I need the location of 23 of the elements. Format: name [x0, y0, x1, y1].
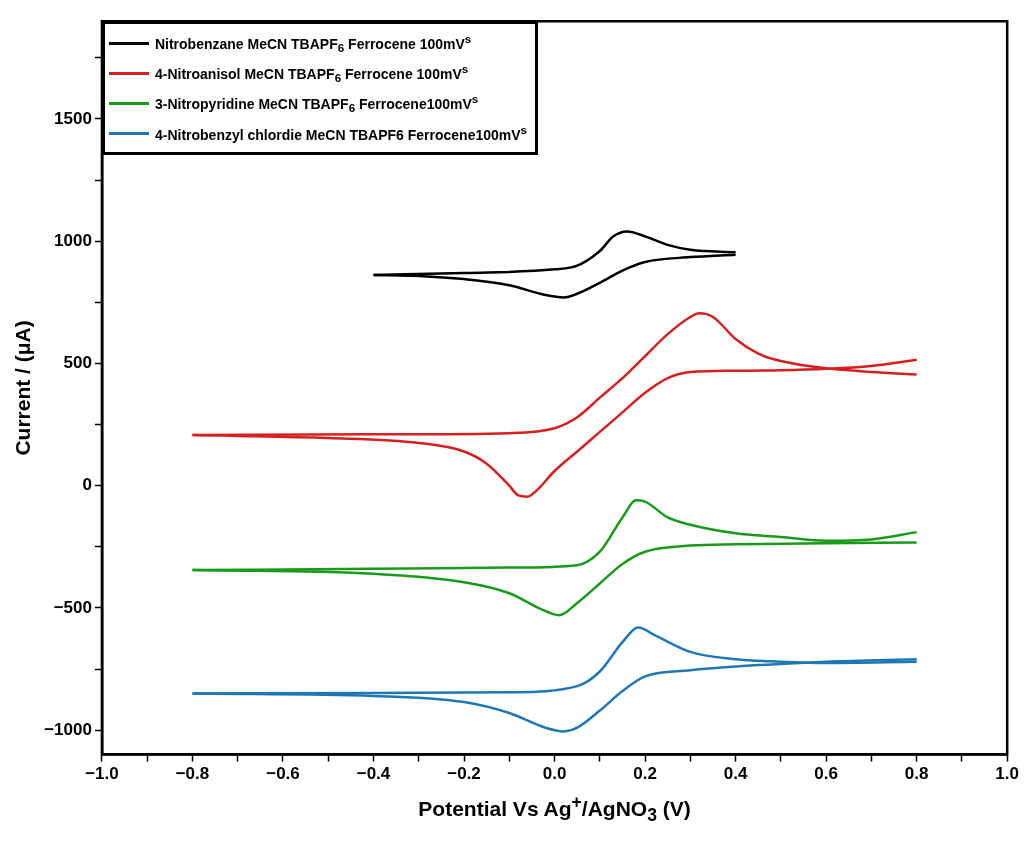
y-axis-title: Current / (μA)	[11, 320, 35, 456]
x-tick-label: 0.0	[542, 764, 567, 784]
y-tick-label: −1000	[44, 719, 92, 739]
y-tick-label: 500	[63, 353, 92, 373]
legend-label: Nitrobenzane MeCN TBAPF$_{6}$ Ferrocene 100mV$^{s}$	[154, 31, 472, 55]
x-tick-label: −0.4	[356, 764, 391, 784]
x-tick-label: 0.2	[633, 764, 657, 784]
x-tick-label: −0.2	[447, 764, 481, 784]
x-axis-title: Potential Vs Ag$^{+}$/AgNO$_{3}$ (V)	[417, 792, 692, 827]
y-tick-label: −500	[53, 597, 92, 617]
x-tick-label: −0.6	[266, 764, 300, 784]
x-tick-label: −0.8	[175, 764, 210, 784]
x-tick-label: 0.4	[723, 764, 748, 784]
y-tick-label: 1500	[54, 108, 92, 128]
y-tick-label: 1000	[54, 230, 92, 250]
legend-label: 4-Nitroanisol MeCN TBAPF$_{6}$ Ferrocene 100mV$^{s}$	[154, 61, 469, 85]
legend-label: 4-Nitrobenzyl chlordie MeCN TBAPF6 Ferrocene100mV$^{s}$	[154, 123, 528, 144]
x-tick-label: 1.0	[995, 764, 1019, 784]
x-tick-label: 0.8	[904, 764, 929, 784]
y-tick-label: 0	[82, 475, 92, 495]
x-tick-label: −1.0	[85, 764, 119, 784]
legend-label: 3-Nitropyridine MeCN TBAPF$_{6}$ Ferrocene100mV$^{s}$	[154, 91, 479, 115]
x-tick-label: 0.6	[814, 764, 838, 784]
